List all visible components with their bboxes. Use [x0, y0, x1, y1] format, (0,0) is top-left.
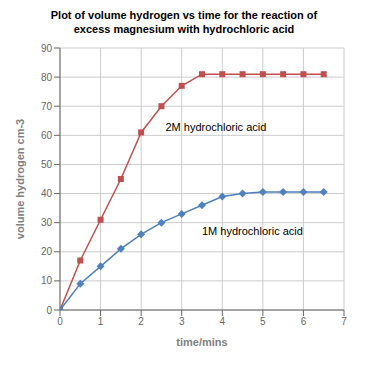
svg-text:60: 60 — [41, 130, 53, 141]
svg-text:20: 20 — [41, 246, 53, 257]
svg-text:80: 80 — [41, 72, 53, 83]
svg-text:30: 30 — [41, 217, 53, 228]
svg-text:70: 70 — [41, 101, 53, 112]
svg-text:7: 7 — [341, 316, 347, 327]
svg-text:4: 4 — [220, 316, 226, 327]
svg-text:1M hydrochloric acid: 1M hydrochloric acid — [202, 225, 303, 237]
svg-text:0: 0 — [46, 305, 52, 316]
svg-text:2: 2 — [138, 316, 144, 327]
svg-text:time/mins: time/mins — [176, 336, 227, 348]
svg-text:10: 10 — [41, 275, 53, 286]
svg-text:1: 1 — [98, 316, 104, 327]
svg-text:0: 0 — [57, 316, 63, 327]
svg-text:90: 90 — [41, 43, 53, 54]
svg-text:5: 5 — [260, 316, 266, 327]
svg-text:40: 40 — [41, 188, 53, 199]
svg-text:3: 3 — [179, 316, 185, 327]
svg-text:6: 6 — [301, 316, 307, 327]
html-text:Plot of volume hydrogen vs tim: Plot of volume hydrogen vs time for the … — [50, 9, 318, 35]
svg-text:2M hydrochloric acid: 2M hydrochloric acid — [165, 121, 266, 133]
svg-text:50: 50 — [41, 159, 53, 170]
svg-text:volume hydrogen cm-3: volume hydrogen cm-3 — [14, 119, 26, 239]
